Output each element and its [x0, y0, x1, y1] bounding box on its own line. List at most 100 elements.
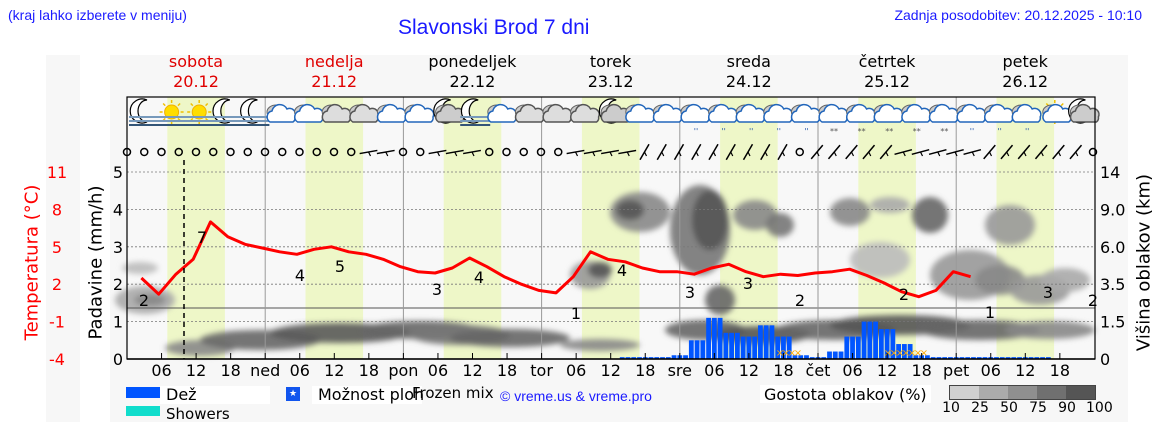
svg-text:06: 06 [981, 361, 1001, 380]
svg-text:**: ** [858, 127, 866, 136]
snow-star-icon: ★ [286, 387, 300, 401]
svg-text:12: 12 [324, 361, 344, 380]
svg-text:4: 4 [113, 200, 123, 219]
svg-text:9.0: 9.0 [1100, 200, 1125, 219]
density-step-label: 10 [942, 400, 960, 416]
svg-text:×: × [920, 348, 928, 359]
density-step-label: 90 [1058, 400, 1076, 416]
precipitation-bars [619, 317, 1051, 359]
legend-frozen-mix: Frozen mix [412, 384, 494, 402]
svg-text:1: 1 [113, 313, 123, 332]
svg-text:3: 3 [113, 238, 123, 257]
svg-text:2: 2 [139, 291, 149, 310]
cloud-icon [376, 103, 407, 123]
svg-text:12: 12 [877, 361, 897, 380]
legend-showers: Showers [166, 405, 230, 423]
svg-text:06: 06 [290, 361, 310, 380]
svg-text:1.5: 1.5 [1100, 313, 1125, 332]
svg-text:-1: -1 [49, 313, 65, 332]
svg-text:'': '' [997, 127, 1001, 136]
svg-text:ned: ned [250, 361, 280, 380]
day-header: četrtek 25.12 [858, 52, 916, 91]
svg-text:4: 4 [474, 268, 484, 287]
svg-text:×: × [890, 348, 898, 359]
svg-text:2: 2 [52, 275, 62, 294]
svg-text:06: 06 [842, 361, 862, 380]
svg-text:**: ** [830, 127, 838, 136]
svg-text:06: 06 [151, 361, 171, 380]
svg-text:pet: pet [943, 361, 969, 380]
moon-fog-icon [239, 98, 270, 126]
gridlines [127, 171, 1095, 323]
moon-fog-icon [211, 98, 242, 126]
cloud-icon [294, 103, 324, 123]
svg-text:2: 2 [1088, 291, 1098, 310]
svg-text:18: 18 [911, 361, 931, 380]
svg-text:×: × [788, 348, 796, 359]
svg-text:0: 0 [113, 350, 123, 369]
frozen-mix-markers: ×××× ××××××× [776, 348, 928, 359]
svg-text:**: ** [885, 127, 893, 136]
day-header: ponedeljek 22.12 [428, 52, 517, 91]
legend-cloud-density: Gostota oblakov (%) [760, 385, 931, 404]
svg-text:18: 18 [1050, 361, 1070, 380]
svg-text:1: 1 [571, 304, 581, 323]
cloud-grey-icon [321, 103, 352, 123]
svg-text:×: × [782, 348, 790, 359]
svg-text:06: 06 [428, 361, 448, 380]
svg-text:3.5: 3.5 [1100, 275, 1125, 294]
cloud-density-scale [949, 385, 1096, 400]
svg-text:18: 18 [220, 361, 240, 380]
moon-cloud-icon [433, 98, 465, 124]
snow-label-bg [312, 386, 422, 404]
svg-text:**: ** [940, 127, 948, 136]
weather-icons-row: '' '' '' '' '' ** ** ** ** ** '' '' '' [129, 98, 1100, 136]
svg-text:3: 3 [432, 280, 442, 299]
cloud-height-axis-title: Višina oblakov (km) [1133, 173, 1152, 352]
svg-text:18: 18 [635, 361, 655, 380]
density-step-label: 75 [1029, 400, 1047, 416]
svg-text:čet: čet [806, 361, 831, 380]
legend-snow-possible: Možnost ploh [318, 385, 425, 404]
rain-swatch [126, 387, 160, 398]
day-header: petek 26.12 [1002, 52, 1049, 91]
moon-fog-icon [129, 98, 159, 126]
cloud-icon [266, 103, 297, 123]
cloud-rain-icon: '' [708, 103, 738, 136]
day-header: nedelja 21.12 [304, 52, 364, 91]
svg-text:2: 2 [113, 275, 123, 294]
cloud-snow-icon: ** [928, 103, 959, 136]
svg-text:1: 1 [985, 303, 995, 322]
svg-text:×: × [794, 348, 802, 359]
svg-text:**: ** [913, 127, 921, 136]
density-step-label: 50 [1000, 400, 1018, 416]
svg-text:12: 12 [1015, 361, 1035, 380]
page-title: Slavonski Brod 7 dni [398, 16, 590, 39]
svg-text:06: 06 [566, 361, 586, 380]
moon-fog-icon [460, 98, 491, 126]
region-menu-hint[interactable]: (kraj lahko izberete v meniju) [8, 7, 187, 23]
cloud-grey-icon [570, 103, 600, 123]
svg-text:12: 12 [462, 361, 482, 380]
svg-text:18: 18 [359, 361, 379, 380]
svg-text:2: 2 [899, 285, 909, 304]
svg-text:3: 3 [685, 283, 695, 302]
cloud-rain-icon: '' [956, 103, 987, 136]
svg-text:06: 06 [704, 361, 724, 380]
x-axis-ticks: 06 12 18 ned 06 12 18 pon 06 12 18 tor 06 12 18 sre 06 12… [151, 353, 1070, 380]
sun-fog-icon [156, 100, 187, 126]
svg-text:14: 14 [1100, 163, 1120, 182]
svg-text:'': '' [1025, 127, 1029, 136]
cloud-grey-icon [542, 103, 573, 123]
cloud-rain-icon: '' [763, 103, 794, 136]
svg-text:5: 5 [335, 257, 345, 276]
svg-text:5: 5 [52, 238, 62, 257]
svg-text:'': '' [694, 127, 698, 136]
svg-text:7: 7 [197, 228, 207, 247]
copyright-link[interactable]: © vreme.us & vreme.pro [500, 388, 652, 404]
svg-text:0: 0 [1100, 350, 1110, 369]
day-header: sreda 24.12 [725, 52, 772, 91]
svg-text:pon: pon [388, 361, 418, 380]
svg-text:-4: -4 [49, 350, 65, 369]
